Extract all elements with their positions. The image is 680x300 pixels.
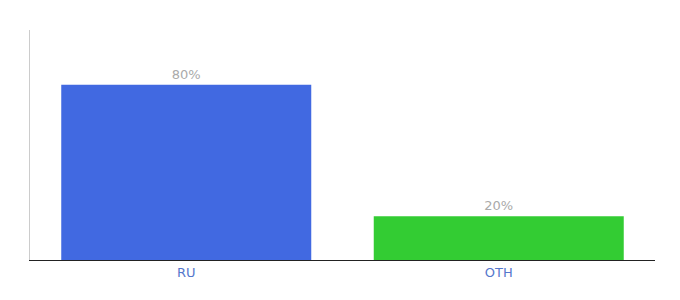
svg-text:80%: 80% (172, 67, 201, 82)
svg-text:RU: RU (177, 265, 196, 280)
svg-text:20%: 20% (484, 198, 513, 213)
svg-text:OTH: OTH (485, 265, 513, 280)
